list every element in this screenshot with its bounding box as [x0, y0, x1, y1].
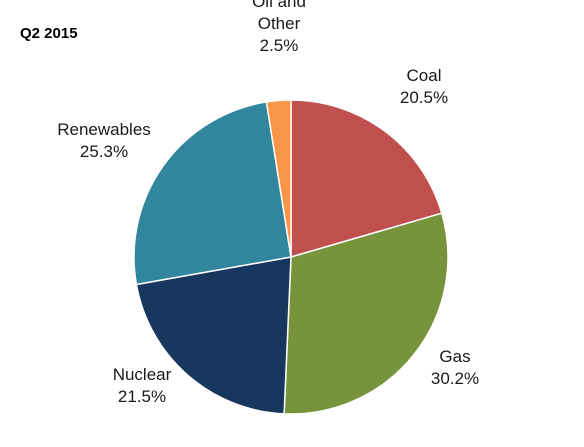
slice-percent-nuclear: 21.5%: [118, 387, 166, 406]
slice-percent-renewables: 25.3%: [80, 142, 128, 161]
slice-name-nuclear: Nuclear: [113, 365, 172, 384]
pie-slice-oil-and-other: [265, 99, 292, 258]
slice-label-oil-and-other: Oil and Other 2.5%: [252, 0, 306, 55]
slice-label-nuclear: Nuclear 21.5%: [113, 365, 172, 406]
slice-label-gas: Gas 30.2%: [431, 347, 479, 388]
slice-percent-coal: 20.5%: [400, 88, 448, 107]
chart-title: Q2 2015: [20, 25, 78, 42]
pie-slices: [133, 99, 449, 415]
slice-name-renewables: Renewables: [57, 120, 151, 139]
slice-name-oil-and-other: Other: [258, 14, 301, 33]
slice-percent-oil-and-other: 2.5%: [260, 36, 299, 55]
slice-label-renewables: Renewables 25.3%: [57, 120, 151, 161]
pie-slice-nuclear: [135, 256, 292, 415]
slice-percent-gas: 30.2%: [431, 369, 479, 388]
pie-slice-coal: [290, 99, 443, 258]
slice-name-coal: Coal: [407, 66, 442, 85]
slice-label-coal: Coal 20.5%: [400, 66, 448, 107]
slice-name-oil-and-other: Oil and: [252, 0, 306, 11]
pie-slice-gas: [283, 212, 449, 415]
slice-labels: Coal 20.5% Gas 30.2% Nuclear 21.5% Renewables 2…: [57, 0, 479, 406]
pie-slice-renewables: [133, 101, 292, 286]
slice-name-gas: Gas: [439, 347, 470, 366]
